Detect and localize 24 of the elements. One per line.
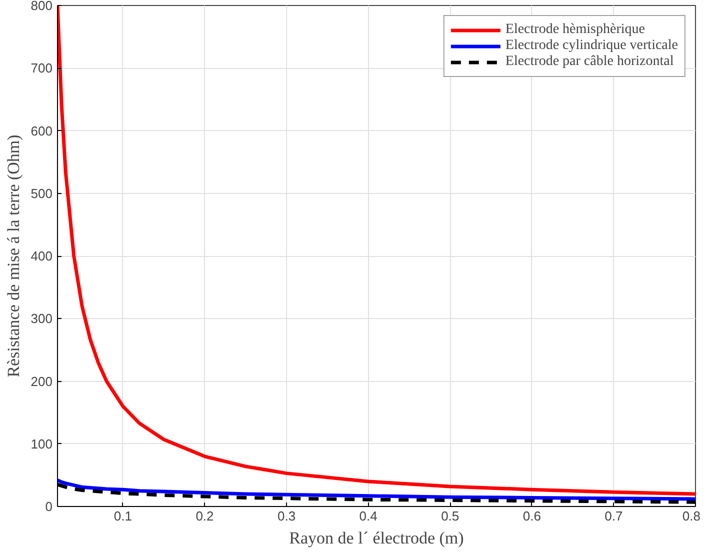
x-tick-label: 0.2 [196,508,214,524]
legend-label: Electrode hèmisphèrique [505,22,645,38]
x-tick-label: 0.8 [682,508,701,524]
legend-label: Electrode cylindrique verticale [505,38,678,54]
y-tick-label: 400 [30,248,53,264]
x-axis-title: Rayon de l´ électrode (m) [289,528,464,548]
y-tick-label: 600 [30,123,53,138]
x-tick-label: 0.7 [604,508,623,524]
y-tick-label: 200 [30,374,53,389]
y-tick-label: 700 [30,60,53,76]
x-tick-label: 0.6 [522,508,541,524]
x-tick-label: 0.1 [114,508,132,524]
x-tick-label: 0.3 [277,508,296,524]
y-tick-label: 0 [45,499,53,514]
line-series [58,6,696,496]
y-tick-label: 100 [30,436,53,452]
y-tick-label: 500 [30,186,53,201]
y-tick-label: 800 [30,0,53,13]
line-series [58,478,696,501]
legend-label: Electrode par câble horizontal [505,54,674,70]
x-tick-label: 0.5 [441,508,460,524]
y-tick-label: 300 [30,311,53,326]
x-tick-label: 0.4 [359,508,378,524]
y-axis-title: Rèsistance de mise á la terre (Ohm) [4,134,23,378]
